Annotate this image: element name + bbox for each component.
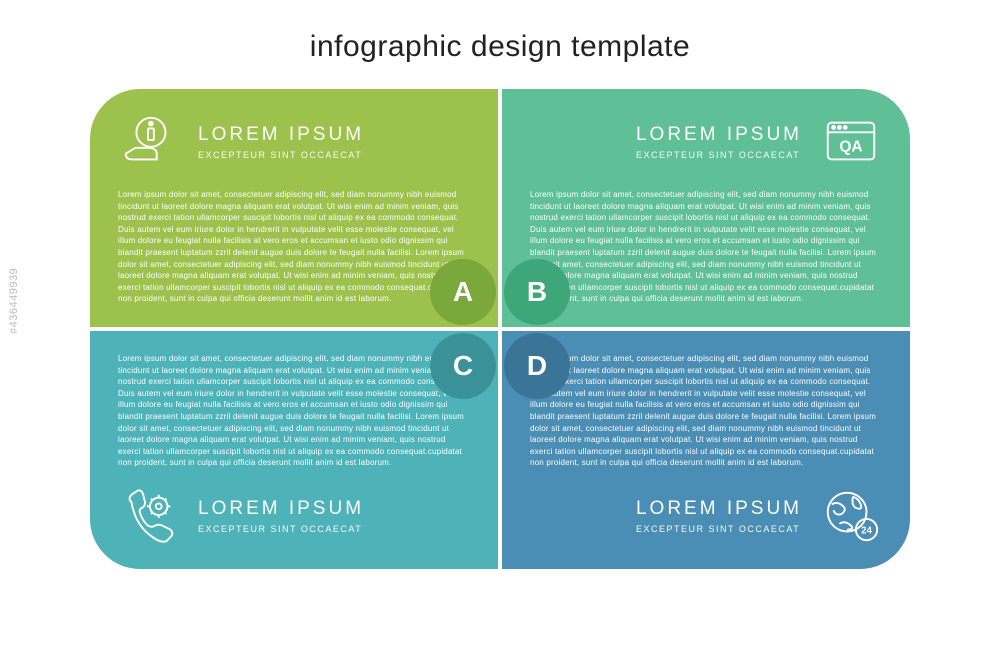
panel-a-body: Lorem ipsum dolor sit amet, consectetuer…: [118, 189, 470, 305]
panel-a-heading: LOREM IPSUM: [198, 124, 364, 146]
panel-c-subheading: EXCEPTEUR SINT OCCAECAT: [198, 524, 364, 534]
panel-d-subheading: EXCEPTEUR SINT OCCAECAT: [636, 524, 802, 534]
panel-b-heading: LOREM IPSUM: [636, 124, 802, 146]
panel-a-subheading: EXCEPTEUR SINT OCCAECAT: [198, 150, 364, 160]
panel-b: QA LOREM IPSUM EXCEPTEUR SINT OCCAECAT L…: [502, 89, 910, 327]
panel-c: Lorem ipsum dolor sit amet, consectetuer…: [90, 331, 498, 569]
panel-d-header: 24 LOREM IPSUM EXCEPTEUR SINT OCCAECAT: [530, 485, 882, 547]
panel-c-heading: LOREM IPSUM: [198, 498, 364, 520]
panel-c-header: LOREM IPSUM EXCEPTEUR SINT OCCAECAT: [118, 485, 470, 547]
panel-d: Lorem ipsum dolor sit amet, consectetuer…: [502, 331, 910, 569]
qa-window-icon: QA: [820, 111, 882, 173]
infographic-grid: LOREM IPSUM EXCEPTEUR SINT OCCAECAT Lore…: [90, 89, 910, 569]
panel-d-heading: LOREM IPSUM: [636, 498, 802, 520]
panel-b-body: Lorem ipsum dolor sit amet, consectetuer…: [530, 189, 882, 305]
watermark-text: #436449939: [8, 267, 20, 333]
panel-a: LOREM IPSUM EXCEPTEUR SINT OCCAECAT Lore…: [90, 89, 498, 327]
panel-a-header: LOREM IPSUM EXCEPTEUR SINT OCCAECAT: [118, 111, 470, 173]
globe-24-icon: 24: [820, 485, 882, 547]
svg-text:QA: QA: [839, 139, 862, 156]
panel-b-subheading: EXCEPTEUR SINT OCCAECAT: [636, 150, 802, 160]
panel-d-body: Lorem ipsum dolor sit amet, consectetuer…: [530, 353, 882, 469]
panel-b-header: QA LOREM IPSUM EXCEPTEUR SINT OCCAECAT: [530, 111, 882, 173]
phone-gear-icon: [118, 485, 180, 547]
svg-text:24: 24: [861, 525, 872, 536]
panel-c-body: Lorem ipsum dolor sit amet, consectetuer…: [118, 353, 470, 469]
page-title: infographic design template: [310, 30, 690, 64]
info-hand-icon: [118, 111, 180, 173]
